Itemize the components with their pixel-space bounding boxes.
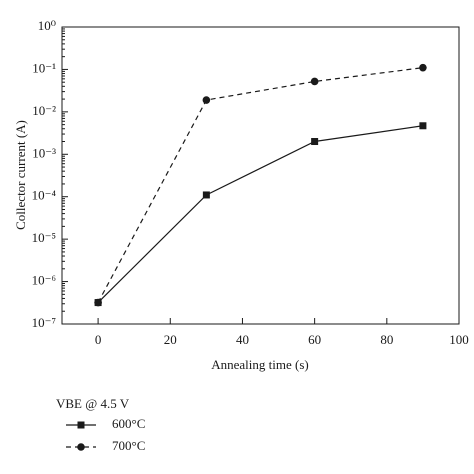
y-tick-label: 10⁻⁴ [32, 188, 57, 203]
legend-label: 600°C [112, 416, 145, 431]
x-tick-label: 40 [236, 332, 249, 347]
marker [311, 138, 319, 146]
y-tick-label: 10⁻⁷ [32, 315, 56, 330]
marker [202, 96, 211, 104]
series-line [97, 67, 423, 303]
x-tick-label: 60 [308, 332, 321, 347]
marker [310, 77, 319, 86]
marker [94, 298, 102, 307]
legend-title: VBE @ 4.5 V [56, 396, 130, 411]
y-tick-label: 10⁻² [32, 103, 56, 118]
y-axis-label: Collector current (A) [13, 120, 28, 230]
x-tick-label: 20 [164, 332, 177, 347]
x-axis-label: Annealing time (s) [211, 357, 308, 372]
y-tick-label: 10⁻¹ [32, 60, 56, 75]
y-tick-label: 10⁰ [38, 18, 56, 33]
marker [77, 421, 85, 429]
y-tick-label: 10⁻³ [32, 145, 56, 160]
marker [77, 443, 85, 451]
series-line [97, 125, 423, 303]
marker [419, 63, 427, 72]
plot-frame [61, 26, 460, 325]
x-tick-label: 80 [380, 332, 393, 347]
marker [419, 122, 427, 130]
marker [202, 191, 210, 199]
x-tick-label: 0 [95, 332, 102, 347]
legend-label: 700°C [112, 438, 145, 453]
x-tick-label: 100 [449, 332, 469, 347]
y-tick-label: 10⁻⁵ [32, 230, 56, 245]
y-tick-label: 10⁻⁶ [32, 273, 56, 288]
